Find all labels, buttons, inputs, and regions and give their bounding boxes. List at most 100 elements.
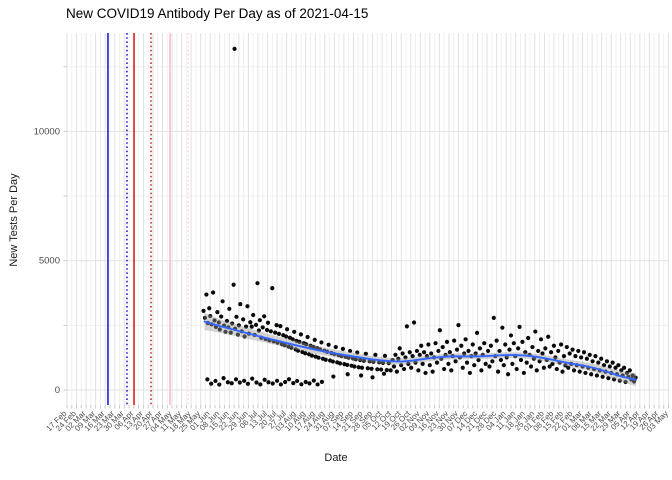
- data-point: [406, 361, 411, 366]
- data-point: [236, 323, 241, 328]
- data-point: [307, 381, 312, 386]
- data-point: [291, 381, 296, 386]
- data-point: [290, 337, 295, 342]
- data-point: [613, 365, 618, 370]
- data-point: [245, 381, 251, 386]
- data-point: [315, 382, 320, 387]
- data-point: [333, 344, 338, 350]
- data-point: [407, 350, 412, 355]
- data-point: [599, 356, 604, 361]
- data-point: [536, 348, 541, 354]
- data-point: [463, 337, 468, 342]
- data-point: [250, 376, 255, 381]
- data-point: [550, 361, 555, 366]
- y-tick-label: 10000: [34, 126, 60, 137]
- data-point: [462, 351, 467, 356]
- data-point: [459, 343, 464, 348]
- data-point: [391, 364, 397, 369]
- data-point: [556, 348, 561, 354]
- data-point: [531, 356, 536, 361]
- data-point: [367, 359, 372, 364]
- data-point: [297, 339, 302, 345]
- data-point: [473, 351, 478, 356]
- data-point: [303, 379, 308, 385]
- data-point: [397, 346, 402, 351]
- data-point: [355, 350, 360, 355]
- data-point: [316, 355, 321, 360]
- data-point: [257, 318, 262, 323]
- data-point: [558, 342, 564, 347]
- data-point: [234, 314, 239, 319]
- data-point: [433, 341, 438, 346]
- data-point: [358, 357, 363, 363]
- data-point: [230, 321, 235, 326]
- data-point: [497, 348, 502, 354]
- data-point: [227, 306, 232, 311]
- data-point: [482, 341, 487, 346]
- data-point: [470, 342, 475, 347]
- data-point: [571, 368, 577, 373]
- data-point: [249, 324, 254, 329]
- data-point: [276, 331, 282, 336]
- data-point: [224, 318, 230, 324]
- data-point: [416, 368, 421, 373]
- data-point: [530, 344, 535, 350]
- data-point: [514, 366, 519, 372]
- data-point: [377, 360, 382, 365]
- data-point: [447, 350, 452, 355]
- data-point: [216, 320, 221, 325]
- data-point: [404, 324, 409, 329]
- data-point: [616, 363, 621, 368]
- data-point: [485, 348, 491, 354]
- data-point: [278, 324, 283, 329]
- data-point: [466, 348, 471, 354]
- data-point: [427, 363, 432, 368]
- data-point: [262, 377, 267, 382]
- data-point: [553, 355, 558, 360]
- data-point: [225, 380, 230, 385]
- data-point: [498, 357, 504, 363]
- data-point: [283, 379, 288, 385]
- data-point: [487, 364, 492, 369]
- data-point: [243, 324, 249, 329]
- data-point: [299, 382, 304, 387]
- data-point: [583, 370, 588, 376]
- data-point: [563, 363, 568, 368]
- data-point: [491, 315, 496, 320]
- data-point: [566, 365, 571, 370]
- data-point: [409, 365, 414, 370]
- data-point: [516, 346, 521, 351]
- data-point: [401, 366, 407, 372]
- data-point: [380, 360, 386, 365]
- data-point: [384, 367, 389, 373]
- data-point: [202, 315, 208, 320]
- data-point: [400, 351, 405, 356]
- data-point: [361, 358, 367, 363]
- data-point: [540, 351, 545, 356]
- data-point: [238, 302, 243, 307]
- data-point: [208, 313, 213, 319]
- data-point: [570, 347, 575, 352]
- smooth-trend-line: [203, 320, 637, 381]
- data-point: [561, 354, 567, 359]
- y-tick-label: 5000: [39, 256, 60, 267]
- data-point: [413, 360, 418, 365]
- data-point: [490, 359, 495, 364]
- data-point: [520, 339, 525, 345]
- data-point: [232, 46, 237, 52]
- data-point: [541, 365, 547, 370]
- data-point: [504, 355, 509, 360]
- data-point: [245, 304, 250, 309]
- data-point: [340, 346, 346, 351]
- data-point: [446, 361, 451, 366]
- data-point: [436, 348, 441, 354]
- data-point: [382, 353, 388, 358]
- data-point: [581, 350, 587, 355]
- data-point: [270, 381, 275, 386]
- data-point: [242, 378, 247, 383]
- data-point: [294, 378, 300, 384]
- data-point: [488, 343, 494, 348]
- data-point: [528, 364, 534, 369]
